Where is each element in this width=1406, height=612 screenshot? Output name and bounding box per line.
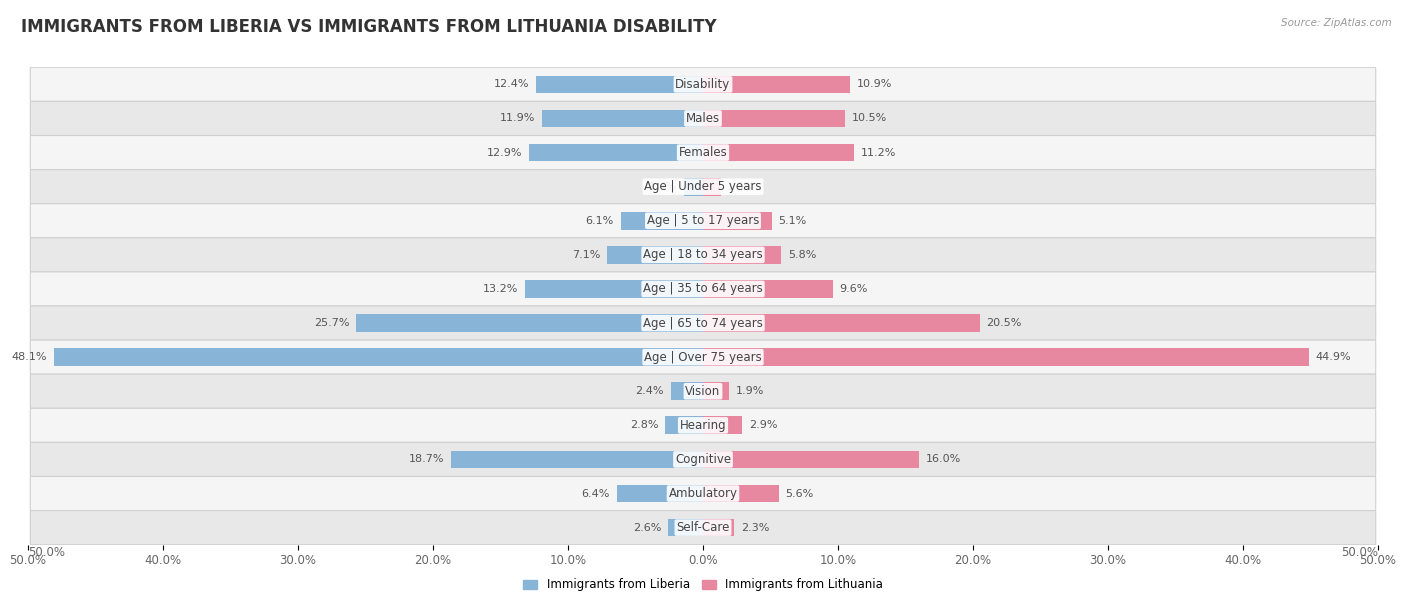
Bar [524, 280, 703, 298]
Text: Age | Under 5 years: Age | Under 5 years [644, 180, 762, 193]
Text: Age | Over 75 years: Age | Over 75 years [644, 351, 762, 364]
Text: 20.5%: 20.5% [987, 318, 1022, 328]
Text: 5.6%: 5.6% [786, 488, 814, 499]
Text: Age | 65 to 74 years: Age | 65 to 74 years [643, 316, 763, 329]
Text: 7.1%: 7.1% [572, 250, 600, 260]
Text: 50.0%: 50.0% [28, 547, 65, 559]
FancyBboxPatch shape [31, 272, 1375, 306]
Text: 16.0%: 16.0% [925, 455, 960, 465]
FancyBboxPatch shape [31, 204, 1375, 238]
Bar [703, 212, 772, 230]
Text: Ambulatory: Ambulatory [668, 487, 738, 500]
FancyBboxPatch shape [31, 135, 1375, 170]
Bar [536, 75, 703, 93]
Bar [617, 485, 703, 502]
Text: 18.7%: 18.7% [408, 455, 444, 465]
Text: Source: ZipAtlas.com: Source: ZipAtlas.com [1281, 18, 1392, 28]
Text: Age | 35 to 64 years: Age | 35 to 64 years [643, 283, 763, 296]
Text: 10.9%: 10.9% [856, 80, 893, 89]
Bar [703, 110, 845, 127]
Text: 11.9%: 11.9% [501, 113, 536, 124]
Bar [607, 246, 703, 264]
Text: 2.4%: 2.4% [636, 386, 664, 396]
Bar [703, 144, 855, 162]
Bar [703, 348, 1309, 366]
Text: 12.9%: 12.9% [486, 147, 522, 157]
Bar [703, 519, 734, 537]
FancyBboxPatch shape [31, 477, 1375, 510]
Text: Females: Females [679, 146, 727, 159]
Text: Self-Care: Self-Care [676, 521, 730, 534]
Text: 5.8%: 5.8% [787, 250, 817, 260]
Text: Cognitive: Cognitive [675, 453, 731, 466]
Text: 48.1%: 48.1% [11, 352, 46, 362]
Text: 11.2%: 11.2% [860, 147, 896, 157]
Bar [703, 280, 832, 298]
Bar [671, 382, 703, 400]
Text: 6.1%: 6.1% [586, 216, 614, 226]
Text: Vision: Vision [685, 385, 721, 398]
Bar [529, 144, 703, 162]
Bar [665, 417, 703, 434]
Bar [703, 178, 720, 195]
Text: 5.1%: 5.1% [779, 216, 807, 226]
Text: 9.6%: 9.6% [839, 284, 868, 294]
Bar [450, 450, 703, 468]
Text: Age | 18 to 34 years: Age | 18 to 34 years [643, 248, 763, 261]
Text: 6.4%: 6.4% [582, 488, 610, 499]
Bar [703, 382, 728, 400]
Text: 25.7%: 25.7% [314, 318, 349, 328]
Bar [53, 348, 703, 366]
Bar [356, 314, 703, 332]
Bar [703, 450, 920, 468]
FancyBboxPatch shape [31, 374, 1375, 408]
Bar [543, 110, 703, 127]
Text: 2.3%: 2.3% [741, 523, 769, 532]
Bar [703, 246, 782, 264]
FancyBboxPatch shape [31, 442, 1375, 477]
Text: 2.8%: 2.8% [630, 420, 658, 430]
Text: 1.4%: 1.4% [650, 182, 678, 192]
Text: Hearing: Hearing [679, 419, 727, 432]
Text: 10.5%: 10.5% [852, 113, 887, 124]
Bar [703, 417, 742, 434]
Text: 50.0%: 50.0% [1341, 547, 1378, 559]
Text: 12.4%: 12.4% [494, 80, 529, 89]
FancyBboxPatch shape [31, 238, 1375, 272]
Bar [703, 485, 779, 502]
FancyBboxPatch shape [31, 340, 1375, 374]
Bar [668, 519, 703, 537]
Text: 1.3%: 1.3% [727, 182, 755, 192]
FancyBboxPatch shape [31, 510, 1375, 545]
FancyBboxPatch shape [31, 102, 1375, 135]
Text: 2.9%: 2.9% [749, 420, 778, 430]
Text: Males: Males [686, 112, 720, 125]
Text: 1.9%: 1.9% [735, 386, 763, 396]
Bar [703, 75, 851, 93]
Text: IMMIGRANTS FROM LIBERIA VS IMMIGRANTS FROM LITHUANIA DISABILITY: IMMIGRANTS FROM LIBERIA VS IMMIGRANTS FR… [21, 18, 717, 36]
Text: Disability: Disability [675, 78, 731, 91]
Text: Age | 5 to 17 years: Age | 5 to 17 years [647, 214, 759, 227]
FancyBboxPatch shape [31, 170, 1375, 204]
FancyBboxPatch shape [31, 67, 1375, 102]
FancyBboxPatch shape [31, 408, 1375, 442]
Text: 13.2%: 13.2% [482, 284, 517, 294]
Legend: Immigrants from Liberia, Immigrants from Lithuania: Immigrants from Liberia, Immigrants from… [519, 573, 887, 596]
Text: 44.9%: 44.9% [1316, 352, 1351, 362]
Text: 2.6%: 2.6% [633, 523, 661, 532]
Bar [620, 212, 703, 230]
FancyBboxPatch shape [31, 306, 1375, 340]
Bar [703, 314, 980, 332]
Bar [685, 178, 703, 195]
